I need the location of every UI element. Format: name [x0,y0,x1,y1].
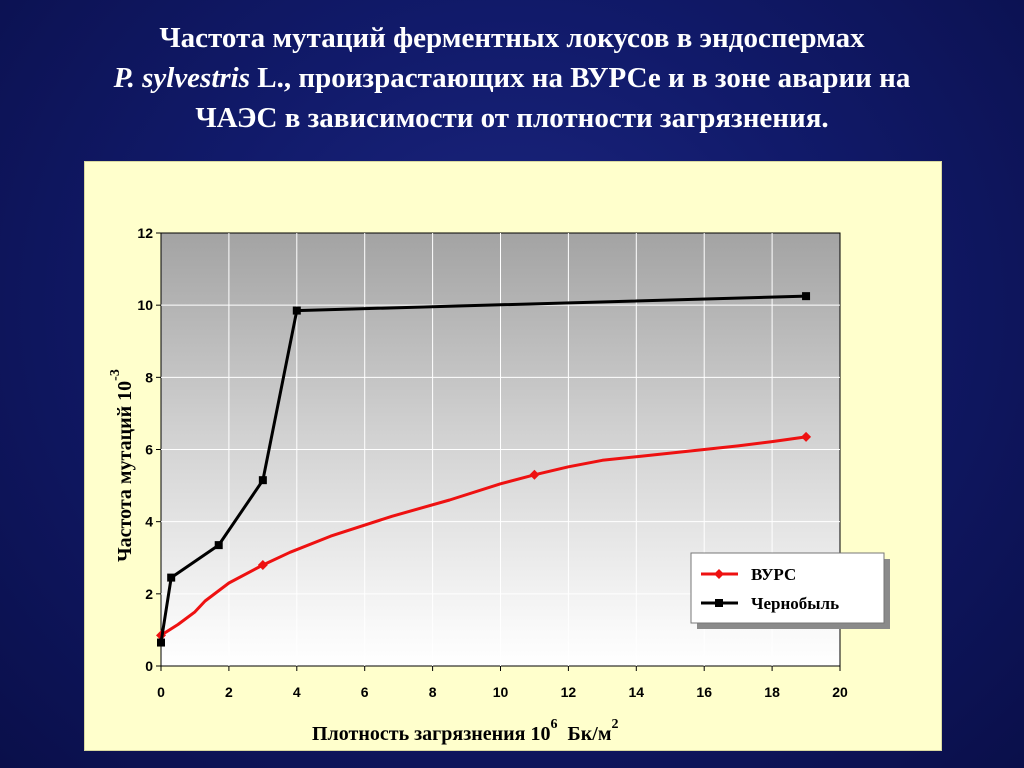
legend: ВУРС Чернобыль [690,552,890,629]
data-point [801,431,812,442]
y-tick-label: 4 [145,514,153,530]
x-tick-label: 18 [764,684,780,700]
slide-title: Частота мутаций ферментных локусов в энд… [0,18,1024,138]
y-axis-title: Частота мутаций 10-3 [108,369,136,562]
data-point [258,476,267,485]
series-line [160,435,807,637]
x-axis-title: Плотность загрязнения 106 Бк/м2 [312,717,618,745]
legend-marker [714,569,724,579]
x-axis-title-unit-exp: 2 [611,717,618,732]
data-point [167,573,176,582]
series-line [159,294,807,643]
data-point [292,306,301,315]
x-tick-label: 2 [225,684,233,700]
title-line-3: ЧАЭС в зависимости от плотности загрязне… [195,102,829,134]
x-tick-label: 8 [429,684,437,700]
y-axis-title-text: Частота мутаций 10 [114,381,136,562]
legend-items: ВУРС Чернобыль [701,565,839,613]
title-line-2: P. sylvestris L., произрастающих на ВУРС… [0,58,1024,98]
data-point [157,638,165,647]
x-axis-title-exp: 6 [551,717,558,732]
x-tick-label: 20 [832,684,848,700]
legend-item: Чернобыль [701,594,839,613]
title-line-2-rest: L., произрастающих на ВУРСе и в зоне ава… [250,62,911,94]
x-tick-label: 12 [561,684,577,700]
series-layer [156,292,812,647]
legend-box [690,552,885,624]
axis-ticks: 0 2 4 6 8 10 12 14 16 18 20 0 2 4 6 8 10 12 [137,225,848,700]
y-tick-label: 10 [137,297,153,313]
legend-marker [715,599,723,607]
data-point [802,292,811,301]
title-latin-species: P. sylvestris [113,62,251,94]
y-tick-label: 2 [145,586,153,602]
y-tick-label: 12 [137,225,153,241]
data-point [529,469,540,480]
y-tick-label: 0 [145,658,153,674]
y-tick-label: 8 [145,369,153,385]
legend-item: ВУРС [701,565,796,584]
series-2 [157,292,811,647]
title-line-1: Частота мутаций ферментных локусов в энд… [159,22,865,54]
x-axis-title-text: Плотность загрязнения 10 [312,723,551,745]
x-tick-label: 0 [157,684,165,700]
x-axis-title-unit: Бк/м [568,723,612,745]
x-tick-label: 4 [293,684,301,700]
x-tick-label: 14 [629,684,645,700]
x-tick-label: 6 [361,684,369,700]
x-tick-label: 10 [493,684,509,700]
legend-label: Чернобыль [751,594,839,613]
y-axis-title-exp: -3 [108,369,123,381]
legend-label: ВУРС [751,565,796,584]
y-tick-label: 6 [145,442,153,458]
data-point [257,559,268,570]
data-point [214,541,223,550]
x-tick-label: 16 [696,684,712,700]
